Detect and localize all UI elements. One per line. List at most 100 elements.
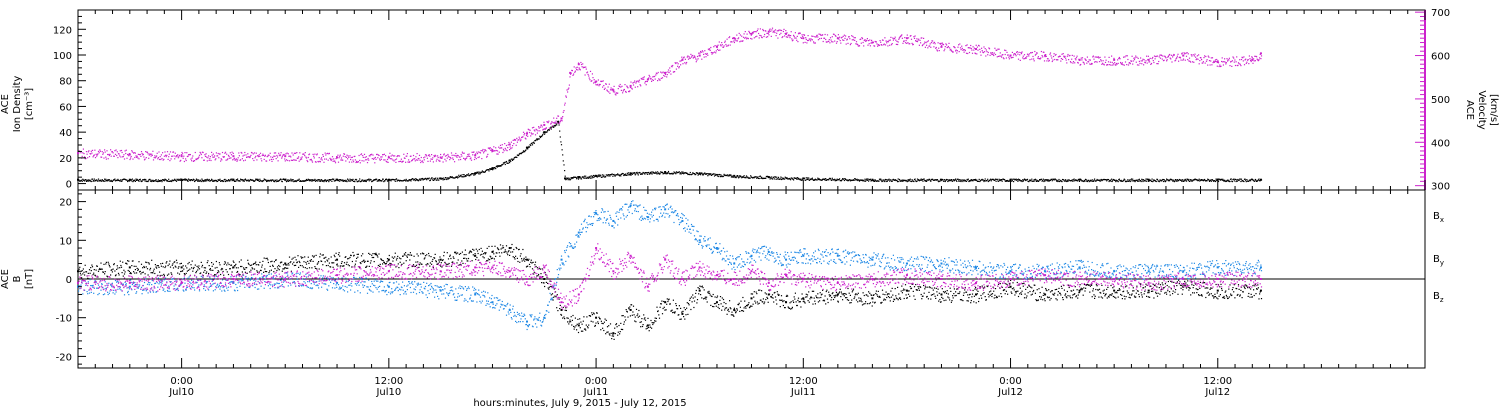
top-panel-frame bbox=[77, 9, 1426, 191]
b-axis-label-1: ACE bbox=[0, 269, 11, 289]
bx-point bbox=[526, 258, 528, 261]
by-point bbox=[232, 281, 235, 284]
bz-point bbox=[905, 274, 908, 277]
velocity-point bbox=[664, 71, 667, 74]
x-tick-day-label: Jul12 bbox=[1204, 387, 1230, 398]
velocity-point bbox=[1182, 54, 1185, 57]
bx-point bbox=[595, 316, 598, 319]
b-axis-ticks: -20 -10 0 10 20 bbox=[56, 193, 86, 365]
top-panel: 0 20 40 60 80 100 120 300 400 500 600 700 ACE Ion … bbox=[0, 8, 1499, 192]
bx-point bbox=[750, 297, 753, 300]
by-point bbox=[733, 262, 736, 265]
density-point bbox=[128, 178, 131, 181]
bz-series bbox=[77, 243, 1263, 310]
bx-point bbox=[387, 258, 390, 261]
density-axis-label-1: ACE bbox=[0, 94, 11, 114]
bz-point bbox=[629, 254, 632, 257]
velocity-point bbox=[128, 153, 131, 156]
velocity-axis-label-3: [km/s] bbox=[1488, 94, 1499, 126]
density-series bbox=[77, 120, 1263, 183]
legend-bz: Bz bbox=[1433, 291, 1444, 304]
bz-point bbox=[336, 274, 339, 277]
velocity-point bbox=[802, 37, 805, 40]
x-axis-ticks: 0:00Jul1012:00Jul100:00Jul1112:00Jul110:… bbox=[77, 190, 1426, 398]
by-point bbox=[595, 212, 598, 215]
bx-point bbox=[836, 293, 839, 296]
density-tick-label: 80 bbox=[59, 77, 72, 88]
density-tick-label: 20 bbox=[59, 154, 72, 165]
x-tick-day-label: Jul10 bbox=[375, 387, 401, 398]
bz-point bbox=[1147, 281, 1150, 284]
velocity-tick-label: 500 bbox=[1431, 95, 1450, 106]
density-point bbox=[1147, 178, 1150, 181]
velocity-point bbox=[612, 89, 615, 92]
velocity-point bbox=[1044, 54, 1047, 57]
by-point bbox=[439, 289, 442, 292]
velocity-series bbox=[77, 27, 1263, 164]
bz-point bbox=[232, 278, 235, 280]
bz-point bbox=[180, 281, 183, 284]
bz-point bbox=[871, 278, 874, 280]
by-point bbox=[664, 208, 667, 211]
x-tick-time-label: 0:00 bbox=[585, 376, 607, 387]
bx-point bbox=[491, 250, 494, 253]
velocity-point bbox=[508, 143, 511, 146]
b-axis-label-2: B bbox=[12, 275, 23, 282]
by-point bbox=[1147, 270, 1150, 273]
bz-point bbox=[595, 247, 598, 250]
by-point bbox=[491, 301, 494, 304]
by-point bbox=[629, 204, 632, 207]
bx-point bbox=[629, 308, 632, 311]
bz-point bbox=[767, 281, 770, 284]
by-point bbox=[785, 258, 788, 261]
velocity-point bbox=[526, 132, 528, 135]
velocity-point bbox=[681, 58, 684, 61]
x-axis-title: hours:minutes, July 9, 2015 - July 12, 2… bbox=[473, 398, 686, 409]
bx-point bbox=[439, 258, 442, 261]
b-axis-label-3: [nT] bbox=[24, 269, 35, 289]
by-point bbox=[474, 293, 477, 296]
bz-point bbox=[802, 278, 805, 280]
bx-point bbox=[1113, 289, 1116, 292]
by-point bbox=[871, 258, 874, 261]
bx-point bbox=[612, 332, 615, 335]
bx-point bbox=[1009, 285, 1012, 288]
bz-point bbox=[1113, 278, 1116, 280]
velocity-tick-label: 400 bbox=[1431, 138, 1450, 149]
by-point bbox=[836, 254, 839, 257]
legend-by: By bbox=[1433, 254, 1444, 267]
bz-point bbox=[128, 281, 131, 284]
bz-point bbox=[940, 278, 943, 280]
x-tick-day-label: Jul12 bbox=[997, 387, 1023, 398]
velocity-point bbox=[785, 32, 788, 35]
x-tick-time-label: 12:00 bbox=[789, 376, 818, 387]
bz-point bbox=[715, 274, 718, 277]
velocity-point bbox=[975, 48, 977, 51]
by-trace bbox=[78, 200, 1263, 331]
density-axis-label-2: Ion Density bbox=[12, 76, 23, 133]
x-tick-time-label: 12:00 bbox=[374, 376, 403, 387]
velocity-point bbox=[750, 32, 753, 35]
by-point bbox=[526, 320, 528, 323]
bz-point bbox=[750, 270, 753, 273]
velocity-point bbox=[1216, 61, 1219, 64]
by-point bbox=[715, 247, 718, 250]
bz-point bbox=[1078, 278, 1081, 280]
b-tick-label: -20 bbox=[56, 352, 72, 363]
x-tick-time-label: 12:00 bbox=[1203, 376, 1232, 387]
density-tick-label: 0 bbox=[66, 180, 72, 191]
by-point bbox=[577, 231, 580, 234]
bz-point bbox=[284, 278, 287, 280]
density-point bbox=[491, 167, 494, 170]
bx-point bbox=[1147, 289, 1150, 292]
bz-point bbox=[681, 278, 684, 280]
velocity-point bbox=[1147, 58, 1150, 61]
bz-point bbox=[1009, 278, 1012, 280]
bz-point bbox=[785, 274, 788, 277]
bz-point bbox=[1216, 278, 1219, 280]
b-tick-label: 10 bbox=[59, 236, 72, 247]
density-point bbox=[629, 172, 632, 175]
velocity-tick-label: 600 bbox=[1431, 52, 1450, 63]
legend-bx: Bx bbox=[1433, 211, 1444, 224]
